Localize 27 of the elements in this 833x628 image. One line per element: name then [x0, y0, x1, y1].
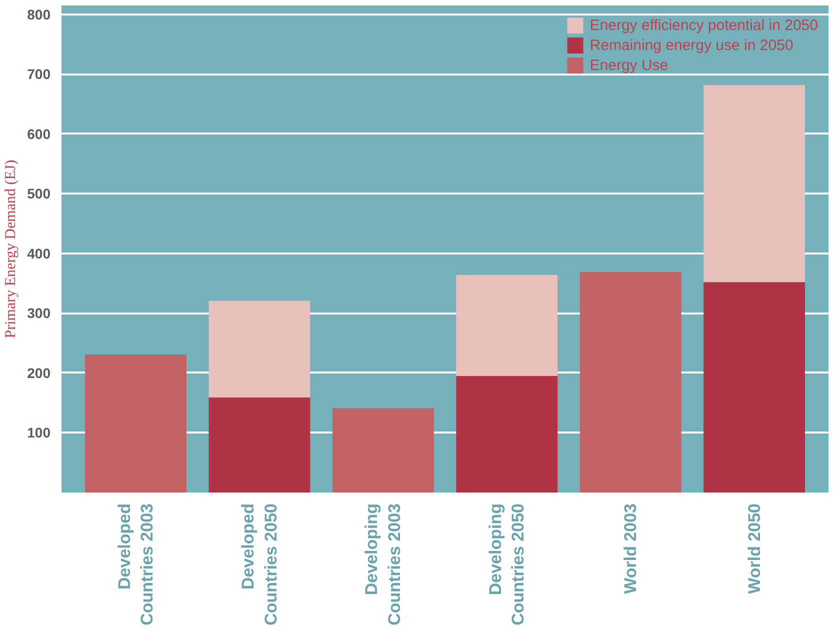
y-tick-label: 100	[27, 424, 51, 441]
y-tick-label: 600	[27, 126, 51, 142]
x-tick-label: Developing Countries 2050	[486, 503, 528, 626]
x-tick-label: Developing Countries 2003	[362, 503, 404, 626]
x-tick-label: Developed Countries 2003	[114, 503, 157, 626]
bar	[208, 300, 310, 398]
bar	[456, 376, 558, 492]
bar	[85, 354, 186, 492]
bar	[704, 282, 805, 492]
y-tick-label: 800	[27, 6, 51, 22]
y-tick-label: 300	[27, 305, 51, 322]
legend-label: Remaining energy use in 2050	[590, 36, 794, 54]
x-tick-label: Developed Countries 2050	[238, 503, 280, 626]
bar	[208, 397, 310, 492]
y-tick-label: 500	[27, 186, 51, 202]
y-tick-label: 200	[27, 364, 51, 381]
y-tick-label: 700	[27, 66, 51, 82]
legend-label: Energy Use	[590, 56, 668, 74]
y-tick-label: 400	[27, 245, 51, 262]
x-tick-label: World 2003	[621, 503, 640, 594]
bar	[704, 84, 805, 282]
y-axis-title: Primary Energy Demand (EJ)	[3, 160, 20, 338]
bar	[332, 408, 434, 492]
bar	[456, 274, 558, 376]
x-tick-label: World 2050	[744, 503, 764, 594]
legend-label: Energy efficiency potential in 2050	[590, 16, 818, 34]
bar	[580, 272, 682, 492]
